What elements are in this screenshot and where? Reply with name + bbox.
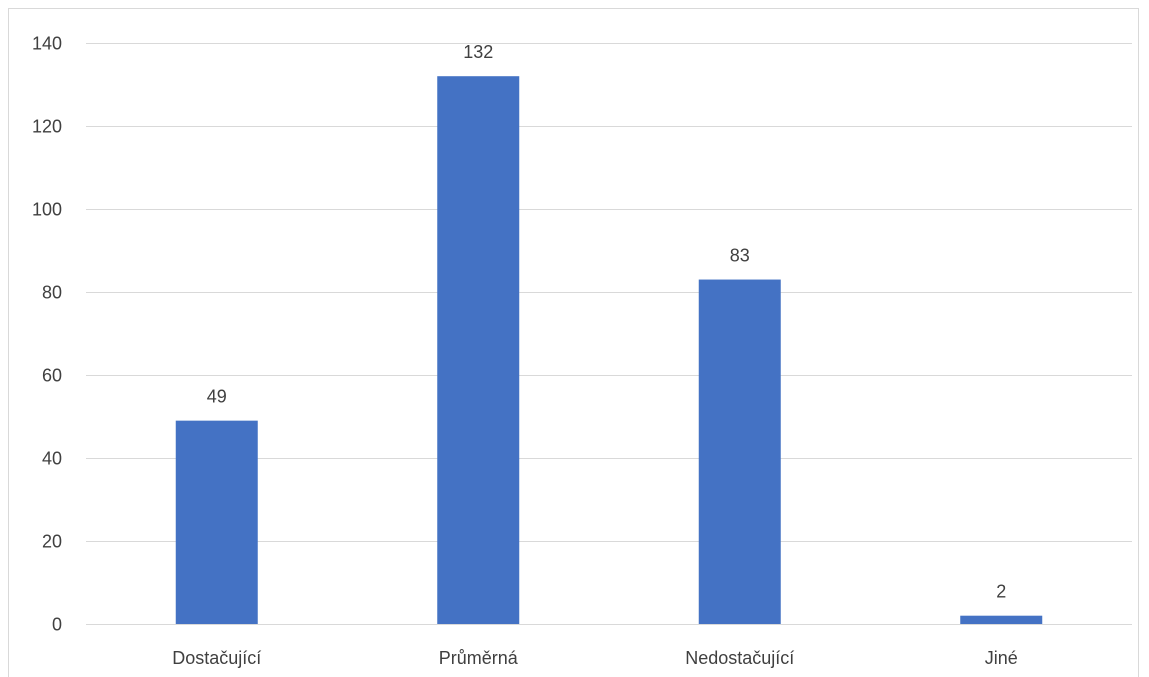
bar	[437, 76, 520, 624]
y-tick-label: 20	[42, 532, 62, 552]
gridlines	[86, 43, 1132, 625]
y-axis-ticks: 0 20 40 60 80 100 120 140	[32, 34, 62, 635]
y-tick-label: 60	[42, 366, 62, 386]
y-tick-label: 100	[32, 200, 62, 220]
chart-frame	[8, 8, 1139, 677]
y-tick-label: 40	[42, 449, 62, 469]
data-labels: 49 132 83 2	[207, 42, 1007, 602]
bar	[698, 279, 781, 624]
bar	[175, 420, 258, 624]
x-tick-label: Průměrná	[439, 648, 519, 668]
bars	[175, 76, 1043, 624]
x-tick-label: Jiné	[985, 648, 1018, 668]
y-tick-label: 140	[32, 34, 62, 54]
data-label: 83	[730, 246, 750, 266]
y-tick-label: 0	[52, 615, 62, 635]
x-axis-ticks: Dostačující Průměrná Nedostačující Jiné	[172, 648, 1018, 668]
bar	[960, 615, 1043, 624]
data-label: 2	[996, 582, 1006, 602]
x-tick-label: Nedostačující	[685, 648, 794, 668]
x-tick-label: Dostačující	[172, 648, 261, 668]
y-tick-label: 120	[32, 117, 62, 137]
data-label: 49	[207, 387, 227, 407]
y-tick-label: 80	[42, 283, 62, 303]
data-label: 132	[463, 42, 493, 62]
